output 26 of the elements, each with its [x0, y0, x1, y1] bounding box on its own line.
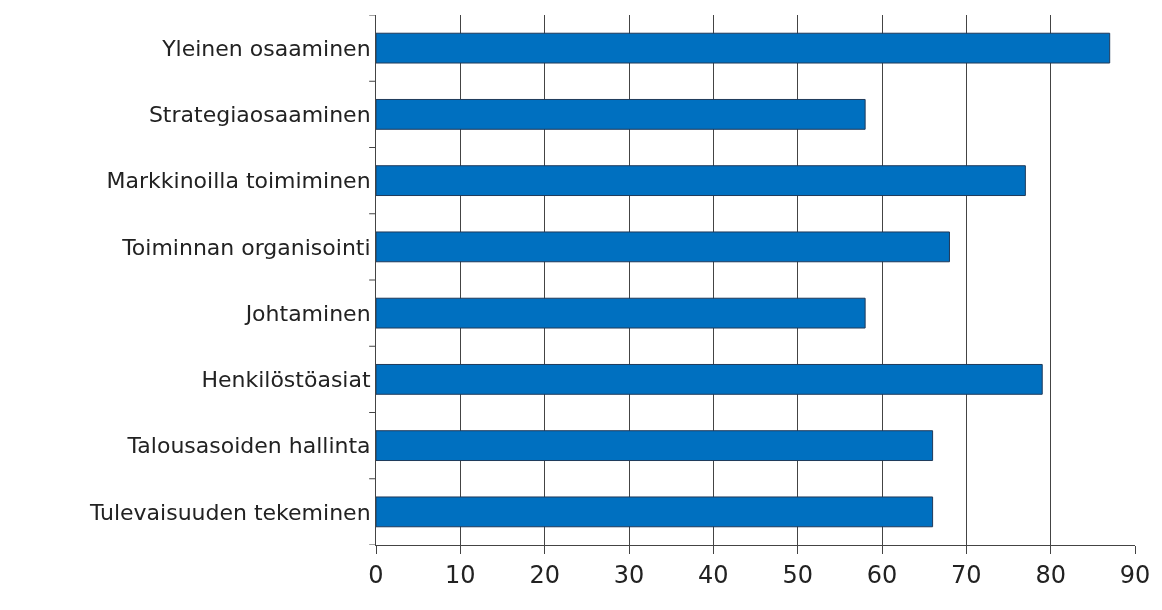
y-tick-label: Yleinen osaaminen [161, 35, 371, 61]
bar [376, 32, 1111, 64]
x-tick-label: 60 [866, 560, 898, 589]
y-tick-label: Henkilöstöasiat [201, 367, 371, 393]
bar [376, 496, 934, 528]
y-tick-label: Johtaminen [243, 300, 371, 326]
x-tick-label: 20 [529, 560, 560, 589]
y-tick-label: Talousasoiden hallinta [126, 433, 371, 459]
x-tick-label: 10 [445, 560, 476, 589]
bar [376, 231, 950, 263]
x-tick-label: 70 [951, 560, 982, 589]
bar [376, 430, 934, 462]
y-tick-label: Strategiaosaaminen [148, 102, 371, 128]
x-tick-label: 90 [1119, 560, 1151, 589]
x-tick-label: 50 [782, 560, 813, 589]
y-tick-label: Toiminnan organisointi [121, 234, 371, 260]
x-tick-label: 80 [1035, 560, 1066, 589]
x-tick-label: 30 [613, 560, 645, 589]
x-tick-label: 40 [698, 560, 729, 589]
x-tick-label: 0 [368, 560, 384, 589]
y-tick-label: Markkinoilla toimiminen [106, 168, 371, 194]
bar [376, 98, 866, 130]
bar [376, 297, 866, 329]
y-tick-label: Tulevaisuuden tekeminen [88, 499, 371, 525]
bar [376, 165, 1026, 197]
bar [376, 363, 1043, 395]
